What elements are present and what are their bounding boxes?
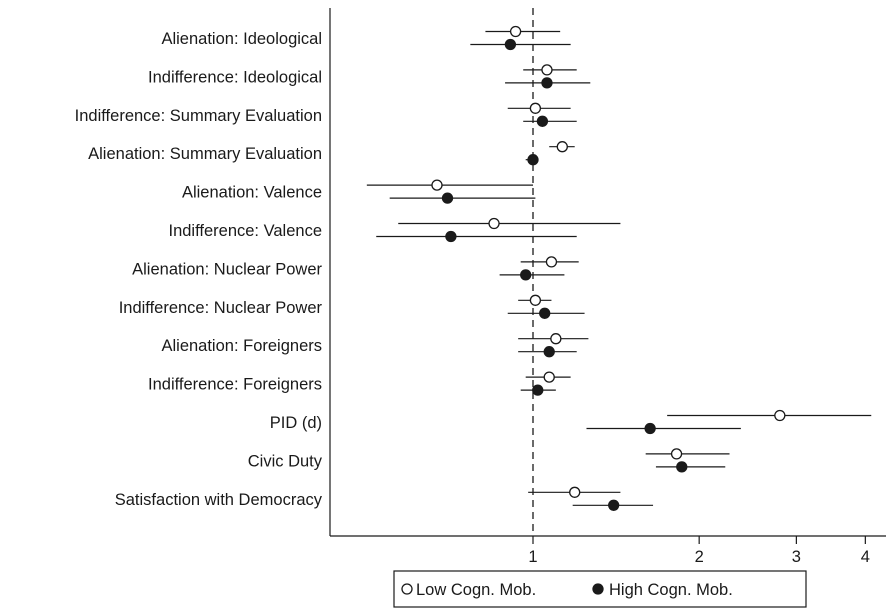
category-label: Indifference: Summary Evaluation [75, 107, 322, 125]
low-estimate-point [550, 333, 562, 345]
high-estimate-point [676, 461, 688, 473]
legend-box [393, 570, 807, 608]
low-estimate-point [774, 409, 786, 422]
high-estimate-point [527, 154, 539, 166]
high-estimate-point [608, 499, 620, 511]
high-estimate-point [441, 192, 454, 204]
low-estimate-point [529, 294, 542, 306]
high-estimate-point [532, 384, 544, 396]
high-estimate-point [543, 346, 555, 358]
category-label: Indifference: Nuclear Power [119, 299, 323, 317]
low-estimate-point [543, 371, 555, 383]
x-tick-label: 2 [695, 548, 704, 566]
category-labels: Alienation: Ideological Indifference: Ide… [75, 30, 323, 509]
low-estimate-point [529, 102, 542, 114]
category-label: Indifference: Foreigners [148, 376, 322, 394]
category-label: PID (d) [270, 414, 322, 432]
category-label: Civic Duty [248, 452, 323, 470]
high-estimate-point [644, 422, 656, 435]
legend-filled-circle-icon [592, 583, 604, 595]
category-label: Indifference: Valence [169, 222, 323, 240]
x-tick-label: 1 [528, 548, 537, 566]
low-estimate-point [431, 179, 443, 191]
x-tick-label: 4 [861, 548, 870, 566]
legend-label-low: Low Cogn. Mob. [416, 581, 536, 599]
high-estimate-point [539, 307, 551, 319]
category-label: Alienation: Valence [182, 184, 322, 202]
legend: Low Cogn. Mob. High Cogn. Mob. [393, 570, 807, 608]
low-estimate-point [545, 256, 558, 268]
legend-label-high: High Cogn. Mob. [609, 581, 733, 599]
category-label: Alienation: Ideological [161, 30, 322, 48]
x-tick-label: 3 [792, 548, 801, 566]
category-label: Satisfaction with Democracy [115, 491, 323, 509]
axes [329, 8, 886, 537]
x-axis-ticks: 1 2 3 4 [528, 536, 870, 566]
high-estimate-point [504, 38, 517, 51]
legend-open-circle-icon [401, 583, 413, 595]
low-estimate-point [509, 25, 522, 38]
low-estimate-point [488, 217, 500, 230]
low-estimate-point [569, 486, 581, 498]
low-estimate-point [541, 64, 553, 76]
high-estimate-point [520, 269, 532, 281]
low-estimate-point [556, 141, 568, 153]
category-label: Indifference: Ideological [148, 68, 322, 86]
category-label: Alienation: Foreigners [161, 337, 322, 355]
low-estimate-point [670, 448, 683, 460]
chart-marks [366, 25, 872, 511]
high-estimate-point [445, 230, 457, 243]
category-label: Alienation: Nuclear Power [132, 260, 322, 278]
high-estimate-point [541, 77, 553, 89]
category-label: Alienation: Summary Evaluation [88, 145, 322, 163]
high-estimate-point [536, 115, 549, 127]
